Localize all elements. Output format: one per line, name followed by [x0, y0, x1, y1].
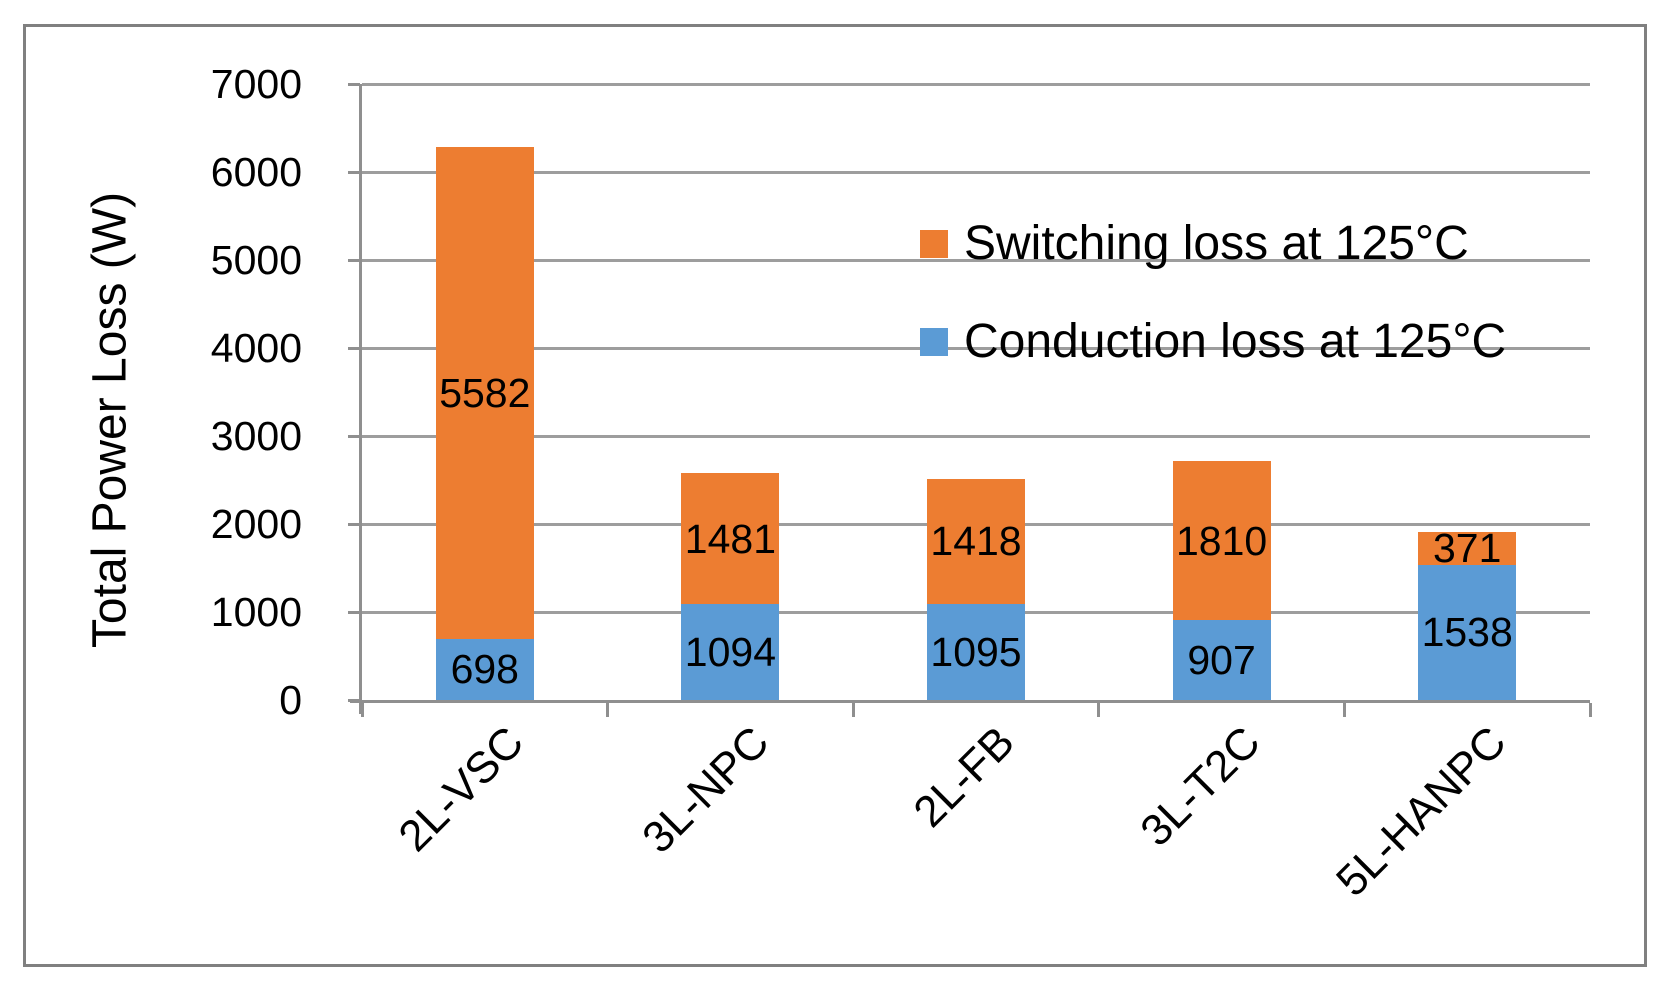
data-label-2L-FB-1095: 1095	[930, 628, 1022, 675]
x-tick-4	[1342, 703, 1346, 717]
chart-border	[23, 24, 1647, 967]
bar-segment-3L-NPC-conduction	[681, 603, 780, 700]
bar-segment-5L-HANPC-switching	[1418, 532, 1517, 565]
bar-segment-3L-NPC-switching	[681, 473, 780, 604]
data-label-3L-NPC-1481: 1481	[684, 515, 776, 562]
y-tick-0	[348, 698, 360, 702]
bar-segment-5L-HANPC-conduction	[1418, 564, 1517, 700]
data-label-5L-HANPC-371: 371	[1432, 525, 1502, 572]
bar-segment-3L-T2C-conduction	[1172, 620, 1271, 700]
bar-segment-2L-FB-switching	[927, 478, 1025, 604]
y-tick-5000	[348, 258, 360, 262]
y-tick-label-5000: 5000	[210, 237, 302, 283]
data-label-2L-FB-1418: 1418	[930, 518, 1022, 565]
x-tick-0	[360, 703, 364, 717]
data-label-3L-T2C-1810: 1810	[1175, 517, 1268, 564]
legend-item-conduction-loss: Conduction loss at 125°C	[920, 314, 1506, 370]
y-axis-title: Total Power Loss (W)	[83, 191, 137, 649]
y-tick-label-1000: 1000	[210, 589, 302, 635]
legend-label-conduction: Conduction loss at 125°C	[964, 315, 1507, 368]
data-label-2L-VSC-698: 698	[450, 646, 519, 693]
legend: Switching loss at 125°C Conduction loss …	[920, 216, 1506, 412]
gridline-5000	[362, 258, 1590, 262]
legend-swatch-conduction-icon	[920, 328, 948, 356]
legend-swatch-switching-icon	[920, 230, 948, 258]
y-tick-6000	[348, 170, 360, 174]
bar-segment-2L-VSC-conduction	[435, 638, 534, 700]
y-tick-label-7000: 7000	[210, 61, 302, 107]
x-tick-3	[1097, 703, 1101, 717]
y-tick-label-2000: 2000	[210, 501, 302, 547]
y-tick-label-4000: 4000	[210, 325, 302, 371]
data-label-5L-HANPC-1538: 1538	[1421, 609, 1513, 656]
x-tick-2	[851, 703, 855, 717]
data-label-2L-VSC-5582: 5582	[439, 369, 531, 416]
x-tick-1	[606, 703, 610, 717]
y-axis-line	[359, 84, 362, 714]
gridline-3000	[362, 434, 1590, 438]
y-tick-4000	[348, 346, 360, 350]
y-tick-1000	[348, 610, 360, 614]
x-tick-5	[1588, 703, 1592, 717]
y-tick-3000	[348, 434, 360, 438]
y-tick-label-3000: 3000	[210, 413, 302, 459]
plot-area	[348, 82, 1592, 717]
legend-label-switching: Switching loss at 125°C	[964, 217, 1469, 270]
x-axis-line	[350, 700, 1590, 703]
bar-segment-2L-FB-conduction	[927, 603, 1025, 700]
data-label-3L-NPC-1094: 1094	[684, 628, 776, 675]
legend-item-switching-loss: Switching loss at 125°C	[920, 216, 1506, 272]
gridline-6000	[362, 170, 1590, 174]
y-tick-7000	[348, 82, 360, 86]
gridline-7000	[362, 82, 1590, 86]
data-label-3L-T2C-907: 907	[1187, 637, 1256, 684]
bar-segment-2L-VSC-switching	[435, 147, 534, 639]
y-tick-2000	[348, 522, 360, 526]
bar-segment-3L-T2C-switching	[1172, 460, 1271, 621]
gridline-4000	[362, 346, 1590, 350]
y-tick-label-6000: 6000	[210, 149, 302, 195]
y-tick-label-0: 0	[279, 677, 302, 723]
